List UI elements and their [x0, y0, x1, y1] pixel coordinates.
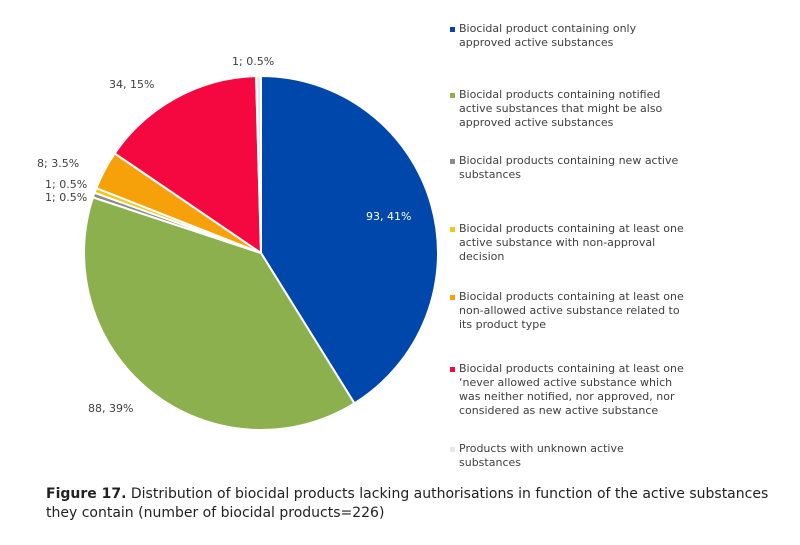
legend-label-line: decision — [459, 250, 505, 263]
legend-label-line: active substance with non-approval — [459, 236, 656, 249]
data-label-new-active: 1; 0.5% — [45, 191, 87, 204]
data-label-notified: 88, 39% — [88, 402, 133, 415]
figure-caption: Figure 17. Distribution of biocidal prod… — [46, 485, 791, 523]
figure-label: Figure 17. — [46, 486, 127, 502]
legend-swatch — [450, 93, 455, 98]
legend-swatch — [450, 227, 455, 232]
legend-item-non-approval: Biocidal products containing at least on… — [450, 222, 790, 264]
legend-item-new-active: Biocidal products containing new active s… — [450, 154, 790, 182]
legend-label-line: non-allowed active substance related to — [459, 304, 680, 317]
legend-item-never-allowed: Biocidal products containing at least on… — [450, 362, 790, 418]
legend-label-line: approved active substances — [459, 116, 614, 129]
legend-label-line: Biocidal products containing new active — [459, 154, 679, 167]
legend-swatch — [450, 27, 455, 32]
legend-label-line: its product type — [459, 318, 546, 331]
legend-label-line: active substances that might be also — [459, 102, 663, 115]
data-label-unknown: 1; 0.5% — [232, 55, 274, 68]
legend-label-line: was neither notified, nor approved, nor — [459, 390, 675, 403]
pie-slice-unknown — [255, 74, 262, 254]
legend-label-line: Biocidal products containing at least on… — [459, 222, 684, 235]
legend-swatch — [450, 447, 455, 452]
pie-slice-never-allowed — [113, 75, 263, 255]
legend-label-line: approved active substances — [459, 36, 614, 49]
legend-label-line: Biocidal products containing at least on… — [459, 290, 684, 303]
legend-label-line: substances — [459, 456, 521, 469]
legend-label-line: substances — [459, 168, 521, 181]
legend-label: Biocidal products containing at least on… — [459, 222, 790, 264]
legend-label: Biocidal products containing at least on… — [459, 290, 790, 332]
legend-label: Biocidal products containing new active s… — [459, 154, 790, 182]
data-label-non-allowed: 8; 3.5% — [37, 157, 79, 170]
legend-label-line: ‘never allowed active substance which — [459, 376, 673, 389]
legend-label-line: Products with unknown active — [459, 442, 624, 455]
legend-item-approved-only: Biocidal product containing only approved… — [450, 22, 790, 50]
pie-slice-approved-only — [260, 74, 439, 405]
legend-swatch — [450, 159, 455, 164]
legend-label-line: Biocidal product containing only — [459, 22, 637, 35]
pie-chart: 93, 41%88, 39%1; 0.5%1; 0.5%8; 3.5%34, 1… — [37, 55, 439, 431]
data-label-approved-only: 93, 41% — [366, 210, 411, 223]
data-label-non-approval: 1; 0.5% — [45, 178, 87, 191]
figure-caption-text: Distribution of biocidal products lackin… — [46, 486, 769, 521]
legend-swatch — [450, 367, 455, 372]
legend-label: Products with unknown active substances — [459, 442, 790, 470]
legend-label: Biocidal product containing only approved… — [459, 22, 790, 50]
legend-item-unknown: Products with unknown active substances — [450, 442, 790, 470]
legend-label-line: Biocidal products containing notified — [459, 88, 661, 101]
legend-label: Biocidal products containing notified act… — [459, 88, 790, 130]
legend-item-notified: Biocidal products containing notified act… — [450, 88, 790, 130]
pie-slice-notified — [83, 196, 356, 431]
data-label-never-allowed: 34, 15% — [109, 78, 154, 91]
legend-swatch — [450, 295, 455, 300]
legend-label: Biocidal products containing at least on… — [459, 362, 790, 418]
legend-label-line: considered as new active substance — [459, 404, 659, 417]
legend-label-line: Biocidal products containing at least on… — [459, 362, 684, 375]
legend-item-non-allowed: Biocidal products containing at least on… — [450, 290, 790, 332]
